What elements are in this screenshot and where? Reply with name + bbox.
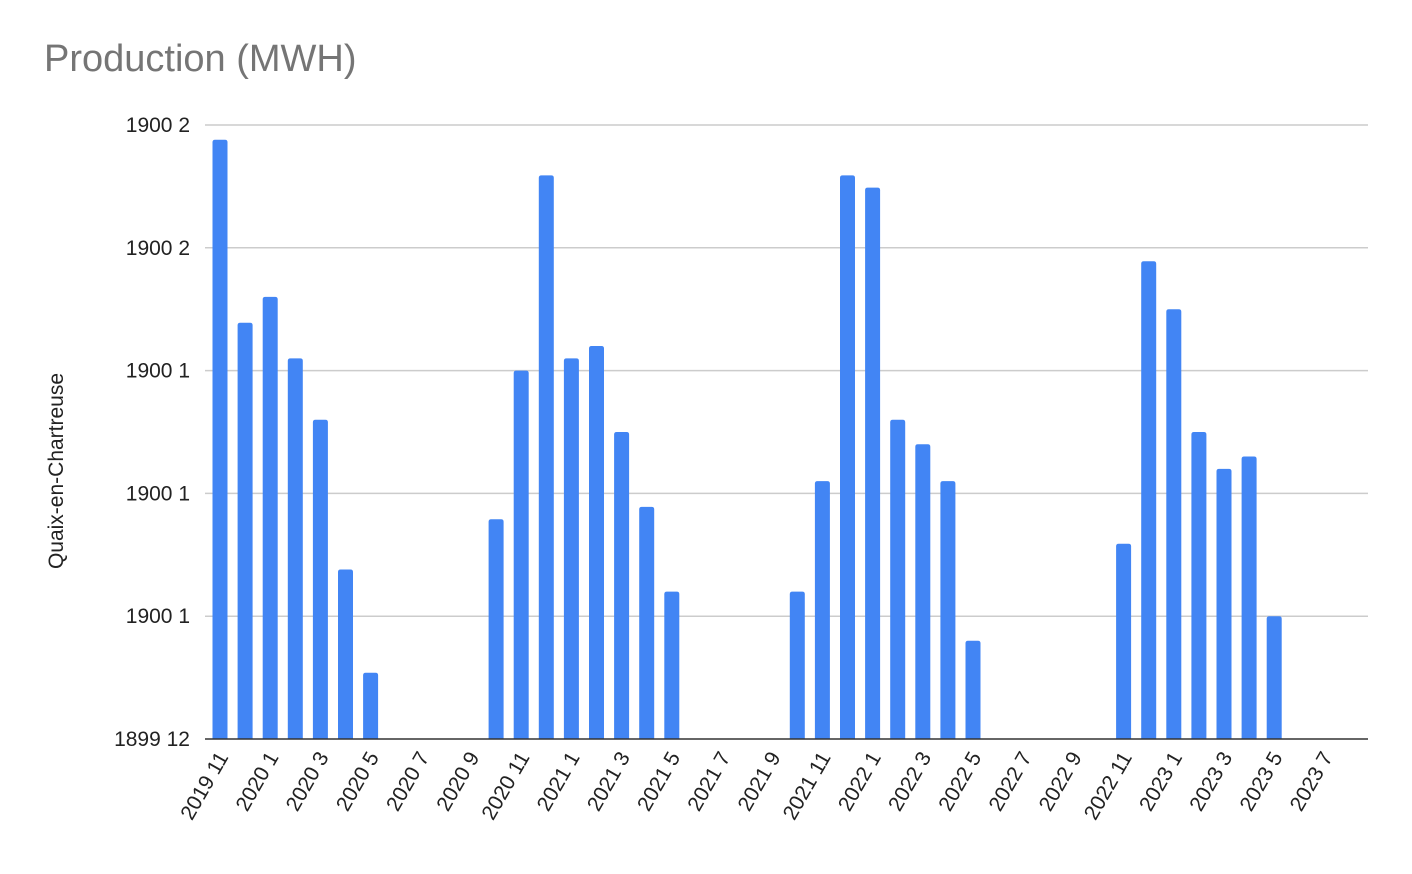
bar-2023-4 [1241,456,1257,739]
bar-2020-10 [488,519,504,739]
y-tick-label: 1900 1 [126,482,190,505]
x-tick-label: 2021 7 [683,748,735,815]
x-tick-label: 2021 3 [583,748,635,815]
bar-2019-11 [212,139,228,740]
bar-2022-12 [1141,261,1157,739]
y-tick-label: 1900 2 [126,114,190,137]
x-tick-label: 2022 9 [1035,748,1087,815]
bar-2023-2 [1191,432,1207,739]
bar-2022-4 [940,481,956,739]
x-tick-label: 2022 5 [934,748,986,815]
chart-title: Production (MWH) [44,38,357,80]
x-tick-label: 2022 3 [884,748,936,815]
x-tick-label: 2021 1 [533,748,585,815]
bar-2023-3 [1216,468,1232,739]
bar-2020-2 [287,358,303,739]
x-tick-label: 2021 5 [633,748,685,815]
x-tick-label: 2023 5 [1235,748,1287,815]
y-tick-label: 1900 1 [126,360,190,383]
bar-2021-12 [840,175,855,739]
y-tick-label: 1899 12 [114,728,190,751]
bar-2021-1 [563,358,579,739]
y-axis: 1899 12 1900 1 1900 1 1900 1 1900 2 1900 2 [114,114,190,751]
x-tick-label: 2020 9 [432,748,484,815]
x-tick-label: 2019 11 [176,748,233,824]
x-tick-label: 2020 5 [332,748,384,815]
y-tick-label: 1900 1 [126,605,190,628]
bar-2020-11 [513,370,529,739]
x-tick-label: 2020 3 [282,748,334,815]
y-tick-label: 1900 2 [126,237,190,260]
x-tick-label: 2022 1 [834,748,886,815]
bar-2023-1 [1166,309,1182,739]
bar-2021-4 [639,506,655,739]
bar-2021-11 [814,481,830,739]
bar-2021-10 [789,591,805,739]
bar-2022-2 [890,419,906,739]
bar-2019-12 [237,322,253,739]
bar-2022-5 [965,640,981,739]
bar-2021-5 [664,591,680,739]
x-tick-label: 2023 1 [1135,748,1187,815]
bar-2022-1 [865,187,881,740]
x-tick-label: 2020 11 [477,748,534,824]
bar-2021-3 [614,432,630,739]
x-tick-label: 2022 11 [1080,748,1137,824]
x-tick-label: 2023 7 [1286,748,1338,815]
bar-2023-5 [1266,616,1282,739]
bar-2022-11 [1116,543,1132,739]
bar-2020-4 [338,569,353,739]
bar-2020-12 [538,175,554,739]
x-tick-label: 2021 11 [779,748,836,824]
x-tick-label: 2020 1 [231,748,283,815]
bar-2020-3 [312,419,328,739]
x-tick-label: 2020 7 [382,748,434,815]
x-tick-label: 2023 3 [1185,748,1237,815]
bar-2020-1 [262,296,278,739]
bar-2021-2 [589,346,604,739]
x-tick-label: 2022 7 [984,748,1036,815]
x-tick-label: 2021 9 [733,748,785,815]
bar-2020-5 [363,672,379,739]
y-axis-title: Quaix-en-Chartreuse [45,373,68,569]
bar-2022-3 [915,444,931,739]
bars [212,139,1282,740]
